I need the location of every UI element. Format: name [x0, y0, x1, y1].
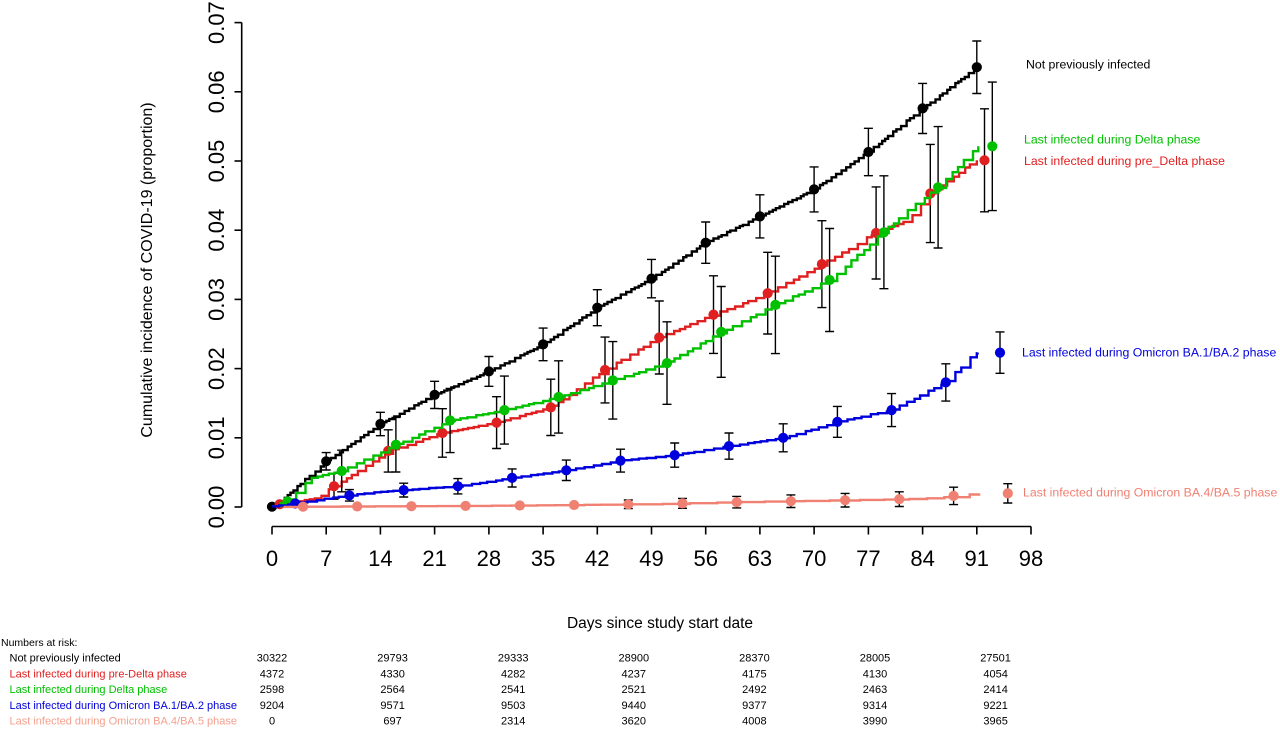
svg-text:9221: 9221 [983, 700, 1007, 712]
svg-text:77: 77 [856, 546, 880, 571]
svg-text:4237: 4237 [622, 668, 646, 680]
svg-text:0: 0 [266, 546, 278, 571]
svg-text:56: 56 [693, 546, 717, 571]
svg-text:3965: 3965 [983, 715, 1007, 727]
svg-text:42: 42 [585, 546, 609, 571]
svg-text:2564: 2564 [380, 684, 404, 696]
svg-text:2492: 2492 [742, 684, 766, 696]
svg-text:49: 49 [639, 546, 663, 571]
svg-text:63: 63 [748, 546, 772, 571]
svg-text:0.02: 0.02 [204, 347, 229, 390]
svg-text:3990: 3990 [863, 715, 887, 727]
svg-text:2521: 2521 [622, 684, 646, 696]
svg-text:4330: 4330 [380, 668, 404, 680]
svg-text:84: 84 [910, 546, 934, 571]
svg-text:29793: 29793 [377, 653, 408, 665]
svg-text:4054: 4054 [983, 668, 1007, 680]
svg-text:70: 70 [802, 546, 826, 571]
svg-text:Last infected during Delta pha: Last infected during Delta phase [10, 684, 168, 696]
svg-text:35: 35 [531, 546, 555, 571]
svg-text:Numbers at risk:: Numbers at risk: [1, 637, 77, 649]
svg-text:98: 98 [1019, 546, 1043, 571]
svg-text:Last infected during Omicron B: Last infected during Omicron BA.1/BA.2 p… [10, 700, 237, 712]
svg-text:Not previously infected: Not previously infected [10, 653, 121, 665]
svg-text:0.00: 0.00 [204, 486, 229, 529]
svg-text:9440: 9440 [622, 700, 646, 712]
svg-text:Last infected during Omicron B: Last infected during Omicron BA.4/BA.5 p… [1023, 486, 1277, 500]
svg-text:Cumulative incidence of COVID-: Cumulative incidence of COVID-19 (propor… [139, 102, 156, 437]
svg-text:Not previously infected: Not previously infected [1026, 58, 1151, 72]
svg-text:0.07: 0.07 [204, 1, 229, 44]
svg-text:0.03: 0.03 [204, 278, 229, 321]
svg-text:91: 91 [965, 546, 989, 571]
svg-text:30322: 30322 [257, 653, 288, 665]
svg-text:28370: 28370 [739, 653, 770, 665]
svg-text:28: 28 [477, 546, 501, 571]
svg-text:2414: 2414 [983, 684, 1007, 696]
svg-text:9503: 9503 [501, 700, 525, 712]
svg-text:Last infected during pre-Delta: Last infected during pre-Delta phase [10, 668, 187, 680]
svg-text:3620: 3620 [622, 715, 646, 727]
svg-text:21: 21 [422, 546, 446, 571]
svg-text:14: 14 [368, 546, 392, 571]
svg-text:28005: 28005 [860, 653, 891, 665]
svg-text:Last infected during Omicron B: Last infected during Omicron BA.4/BA.5 p… [10, 715, 237, 727]
svg-text:2463: 2463 [863, 684, 887, 696]
svg-text:9314: 9314 [863, 700, 887, 712]
svg-text:0.04: 0.04 [204, 209, 229, 252]
svg-text:697: 697 [383, 715, 401, 727]
svg-text:Last infected during Delta pha: Last infected during Delta phase [1024, 133, 1201, 147]
svg-text:0.06: 0.06 [204, 70, 229, 113]
svg-text:9571: 9571 [380, 700, 404, 712]
svg-text:9377: 9377 [742, 700, 766, 712]
svg-text:29333: 29333 [498, 653, 529, 665]
svg-text:2314: 2314 [501, 715, 525, 727]
svg-text:7: 7 [320, 546, 332, 571]
svg-text:27501: 27501 [980, 653, 1011, 665]
svg-text:4282: 4282 [501, 668, 525, 680]
svg-text:0.01: 0.01 [204, 416, 229, 459]
svg-text:2541: 2541 [501, 684, 525, 696]
svg-text:28900: 28900 [619, 653, 650, 665]
svg-text:Last infected during pre_Delta: Last infected during pre_Delta phase [1024, 154, 1225, 168]
svg-text:4372: 4372 [260, 668, 284, 680]
svg-text:4175: 4175 [742, 668, 766, 680]
svg-text:Days since study start date: Days since study start date [567, 615, 753, 632]
svg-text:0.05: 0.05 [204, 140, 229, 183]
svg-text:4130: 4130 [863, 668, 887, 680]
svg-text:0: 0 [269, 715, 275, 727]
svg-text:2598: 2598 [260, 684, 284, 696]
svg-text:Last infected during Omicron B: Last infected during Omicron BA.1/BA.2 p… [1022, 346, 1276, 360]
svg-text:9204: 9204 [260, 700, 284, 712]
svg-text:4008: 4008 [742, 715, 766, 727]
